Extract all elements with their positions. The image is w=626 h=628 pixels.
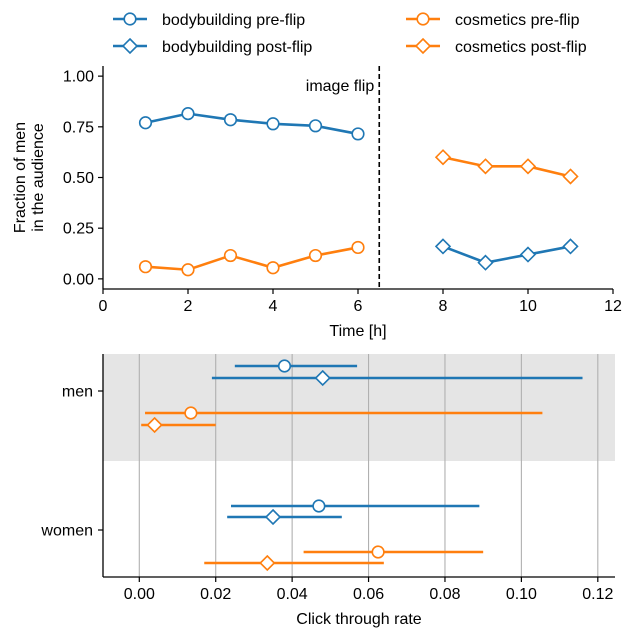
y-axis-label-fraction-men: Fraction of menin the audience bbox=[12, 122, 47, 233]
y-tick-label: 1.00 bbox=[63, 69, 94, 86]
data-point-bodybuilding-post-flip-women bbox=[264, 508, 282, 526]
y-tick-label: 0.75 bbox=[63, 119, 94, 136]
x-tick-label: 8 bbox=[439, 298, 448, 315]
legend-label-bodybuilding-pre-flip: bodybuilding pre-flip bbox=[162, 12, 305, 29]
data-point-bodybuilding-pre-flip bbox=[266, 117, 280, 131]
x-tick-label: 0 bbox=[99, 298, 108, 315]
data-point-bodybuilding-pre-flip-women bbox=[312, 499, 326, 513]
legend-marker-cosmetics-post-flip bbox=[414, 37, 432, 55]
x-tick-label: 4 bbox=[269, 298, 278, 315]
data-point-bodybuilding-pre-flip bbox=[351, 127, 365, 141]
data-point-cosmetics-pre-flip bbox=[266, 261, 280, 275]
x-tick-label: 0.00 bbox=[124, 586, 155, 603]
legend: bodybuilding pre-flip bodybuilding post-f… bbox=[113, 12, 587, 56]
series-line-bodybuilding-post-flip bbox=[442, 245, 571, 264]
x-axis-label-time: Time [h] bbox=[329, 323, 386, 340]
data-point-bodybuilding-pre-flip bbox=[138, 116, 153, 130]
y-tick-label-women: women bbox=[40, 523, 93, 540]
data-point-cosmetics-pre-flip bbox=[138, 260, 153, 274]
data-point-bodybuilding-post-flip-men bbox=[314, 369, 331, 387]
y-tick-label: 0.50 bbox=[63, 170, 94, 187]
data-point-cosmetics-pre-flip bbox=[223, 248, 238, 263]
x-tick-label: 2 bbox=[184, 298, 193, 315]
y-axis-label-line: Fraction of men bbox=[12, 122, 29, 233]
highlight-band-men bbox=[103, 354, 615, 461]
dot-chart-click-through-rate: 0.00 0.02 0.04 0.06 0.08 0.10 0.12 men women Cli… bbox=[40, 354, 615, 628]
data-point-bodybuilding-pre-flip bbox=[308, 119, 323, 133]
x-tick-label: 12 bbox=[604, 298, 622, 315]
data-point-cosmetics-post-flip bbox=[477, 158, 494, 175]
data-point-cosmetics-pre-flip bbox=[351, 240, 365, 255]
x-tick-label: 0.06 bbox=[353, 586, 384, 603]
x-axis-label-ctr: Click through rate bbox=[296, 611, 421, 628]
x-tick-label: 0.04 bbox=[277, 586, 308, 603]
data-point-cosmetics-pre-flip-women bbox=[371, 545, 385, 559]
x-tick-label: 0.12 bbox=[582, 586, 613, 603]
legend-marker-cosmetics-pre-flip bbox=[416, 12, 430, 26]
y-tick-label: 0.00 bbox=[63, 271, 94, 288]
legend-label-cosmetics-post-flip: cosmetics post-flip bbox=[455, 39, 587, 56]
series-line-cosmetics-pre-flip bbox=[145, 246, 359, 272]
data-point-bodybuilding-post-flip bbox=[477, 254, 494, 271]
data-point-cosmetics-post-flip-men bbox=[146, 416, 163, 434]
data-point-bodybuilding-post-flip bbox=[519, 246, 537, 263]
legend-label-bodybuilding-post-flip: bodybuilding post-flip bbox=[162, 39, 312, 56]
legend-marker-bodybuilding-post-flip bbox=[121, 37, 139, 55]
data-point-cosmetics-post-flip bbox=[434, 149, 452, 166]
data-point-cosmetics-post-flip bbox=[562, 168, 579, 185]
x-tick-label: 0.10 bbox=[506, 586, 537, 603]
data-point-bodybuilding-post-flip bbox=[434, 238, 452, 255]
series-line-cosmetics-post-flip bbox=[442, 155, 571, 178]
series-line-bodybuilding-pre-flip bbox=[145, 112, 359, 136]
data-point-cosmetics-pre-flip bbox=[308, 248, 323, 263]
legend-label-cosmetics-pre-flip: cosmetics pre-flip bbox=[455, 12, 580, 29]
data-point-cosmetics-pre-flip bbox=[181, 263, 195, 277]
data-point-bodybuilding-pre-flip-men bbox=[277, 359, 292, 373]
y-axis-label-line: in the audience bbox=[30, 123, 47, 232]
x-tick-label: 6 bbox=[354, 298, 363, 315]
data-point-cosmetics-post-flip bbox=[519, 158, 537, 175]
data-point-cosmetics-pre-flip-men bbox=[184, 406, 198, 420]
y-tick-label-men: men bbox=[62, 384, 93, 401]
line-chart-fraction-men: 0 2 4 6 8 10 12 0.00 0.25 0.50 0.75 1.00 image flip… bbox=[12, 66, 622, 340]
x-tick-label: 0.08 bbox=[429, 586, 460, 603]
data-point-bodybuilding-pre-flip bbox=[223, 113, 238, 127]
data-point-bodybuilding-post-flip bbox=[562, 238, 579, 255]
y-tick-label: 0.25 bbox=[63, 221, 94, 238]
legend-marker-bodybuilding-pre-flip bbox=[123, 12, 137, 26]
data-point-cosmetics-post-flip-women bbox=[259, 554, 276, 572]
x-tick-label: 10 bbox=[519, 298, 537, 315]
annotation-image-flip: image flip bbox=[306, 78, 375, 95]
data-point-bodybuilding-pre-flip bbox=[181, 107, 195, 121]
x-tick-label: 0.02 bbox=[200, 586, 231, 603]
